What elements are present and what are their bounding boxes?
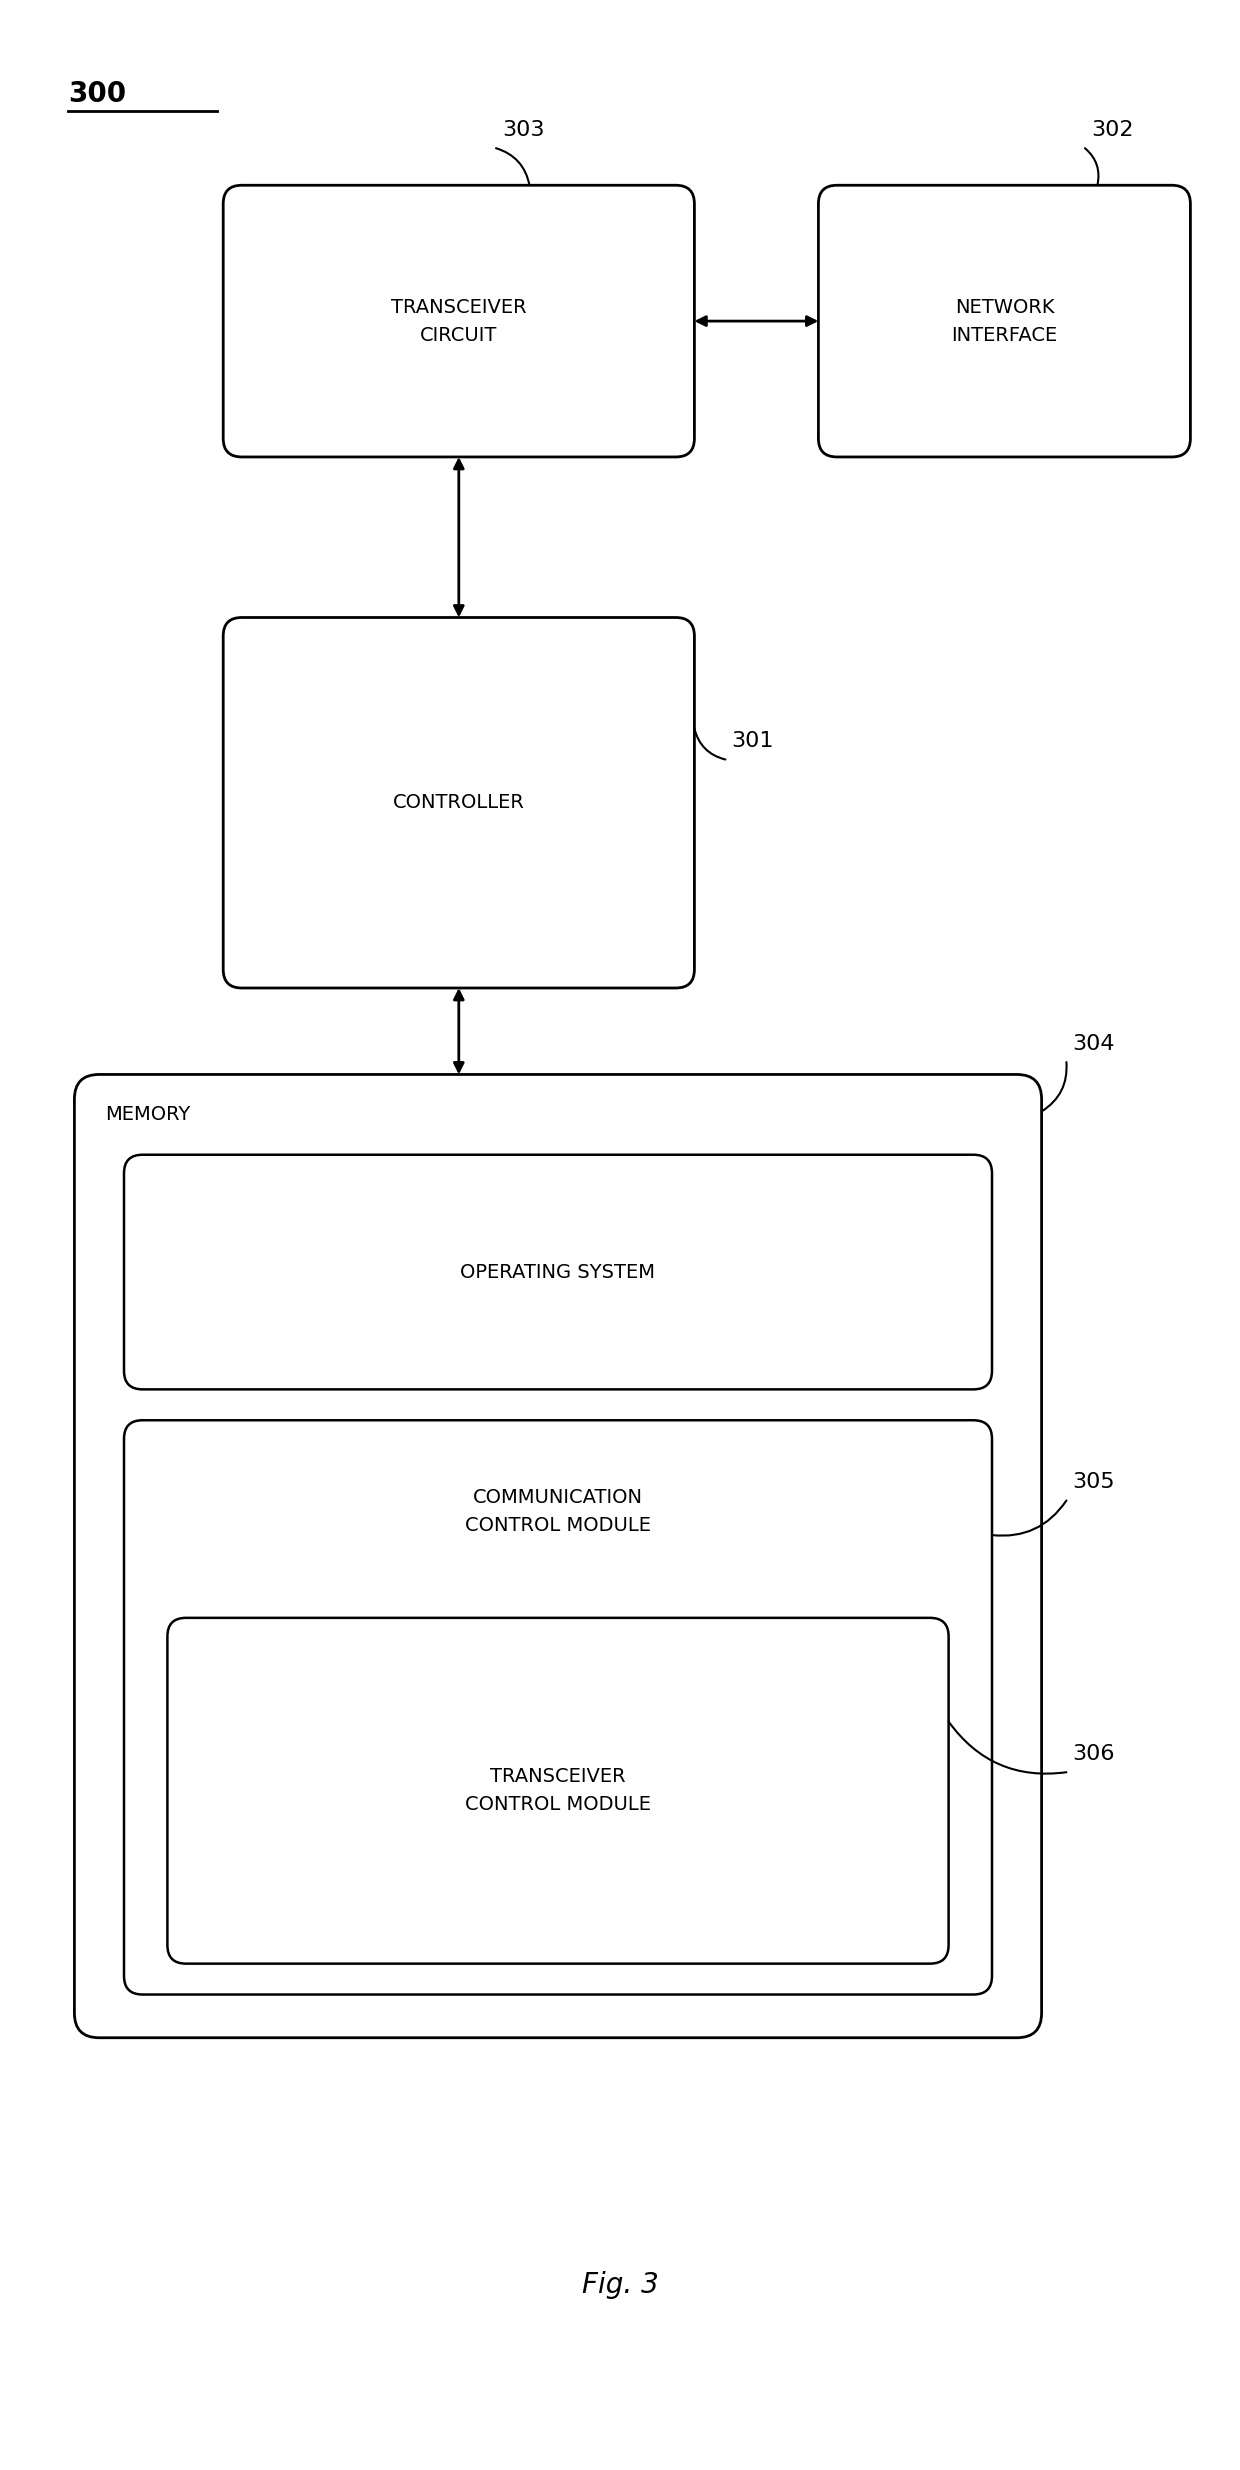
Text: Fig. 3: Fig. 3 bbox=[582, 2270, 658, 2300]
Text: 300: 300 bbox=[68, 79, 126, 109]
Text: 306: 306 bbox=[1073, 1744, 1115, 1764]
FancyBboxPatch shape bbox=[223, 185, 694, 457]
Text: 305: 305 bbox=[1073, 1472, 1115, 1492]
Text: OPERATING SYSTEM: OPERATING SYSTEM bbox=[460, 1262, 656, 1282]
Text: COMMUNICATION
CONTROL MODULE: COMMUNICATION CONTROL MODULE bbox=[465, 1487, 651, 1536]
Text: NETWORK
INTERFACE: NETWORK INTERFACE bbox=[951, 296, 1058, 346]
Text: 302: 302 bbox=[1091, 119, 1133, 141]
Text: CONTROLLER: CONTROLLER bbox=[393, 793, 525, 813]
Text: 301: 301 bbox=[732, 731, 774, 751]
FancyBboxPatch shape bbox=[124, 1156, 992, 1388]
Text: TRANSCEIVER
CONTROL MODULE: TRANSCEIVER CONTROL MODULE bbox=[465, 1766, 651, 1815]
Text: MEMORY: MEMORY bbox=[105, 1104, 191, 1124]
FancyBboxPatch shape bbox=[167, 1618, 949, 1964]
FancyBboxPatch shape bbox=[124, 1420, 992, 1996]
Text: 304: 304 bbox=[1073, 1032, 1115, 1055]
Text: TRANSCEIVER
CIRCUIT: TRANSCEIVER CIRCUIT bbox=[391, 296, 527, 346]
FancyBboxPatch shape bbox=[818, 185, 1190, 457]
Text: 303: 303 bbox=[502, 119, 544, 141]
FancyBboxPatch shape bbox=[223, 618, 694, 988]
FancyBboxPatch shape bbox=[74, 1074, 1042, 2038]
